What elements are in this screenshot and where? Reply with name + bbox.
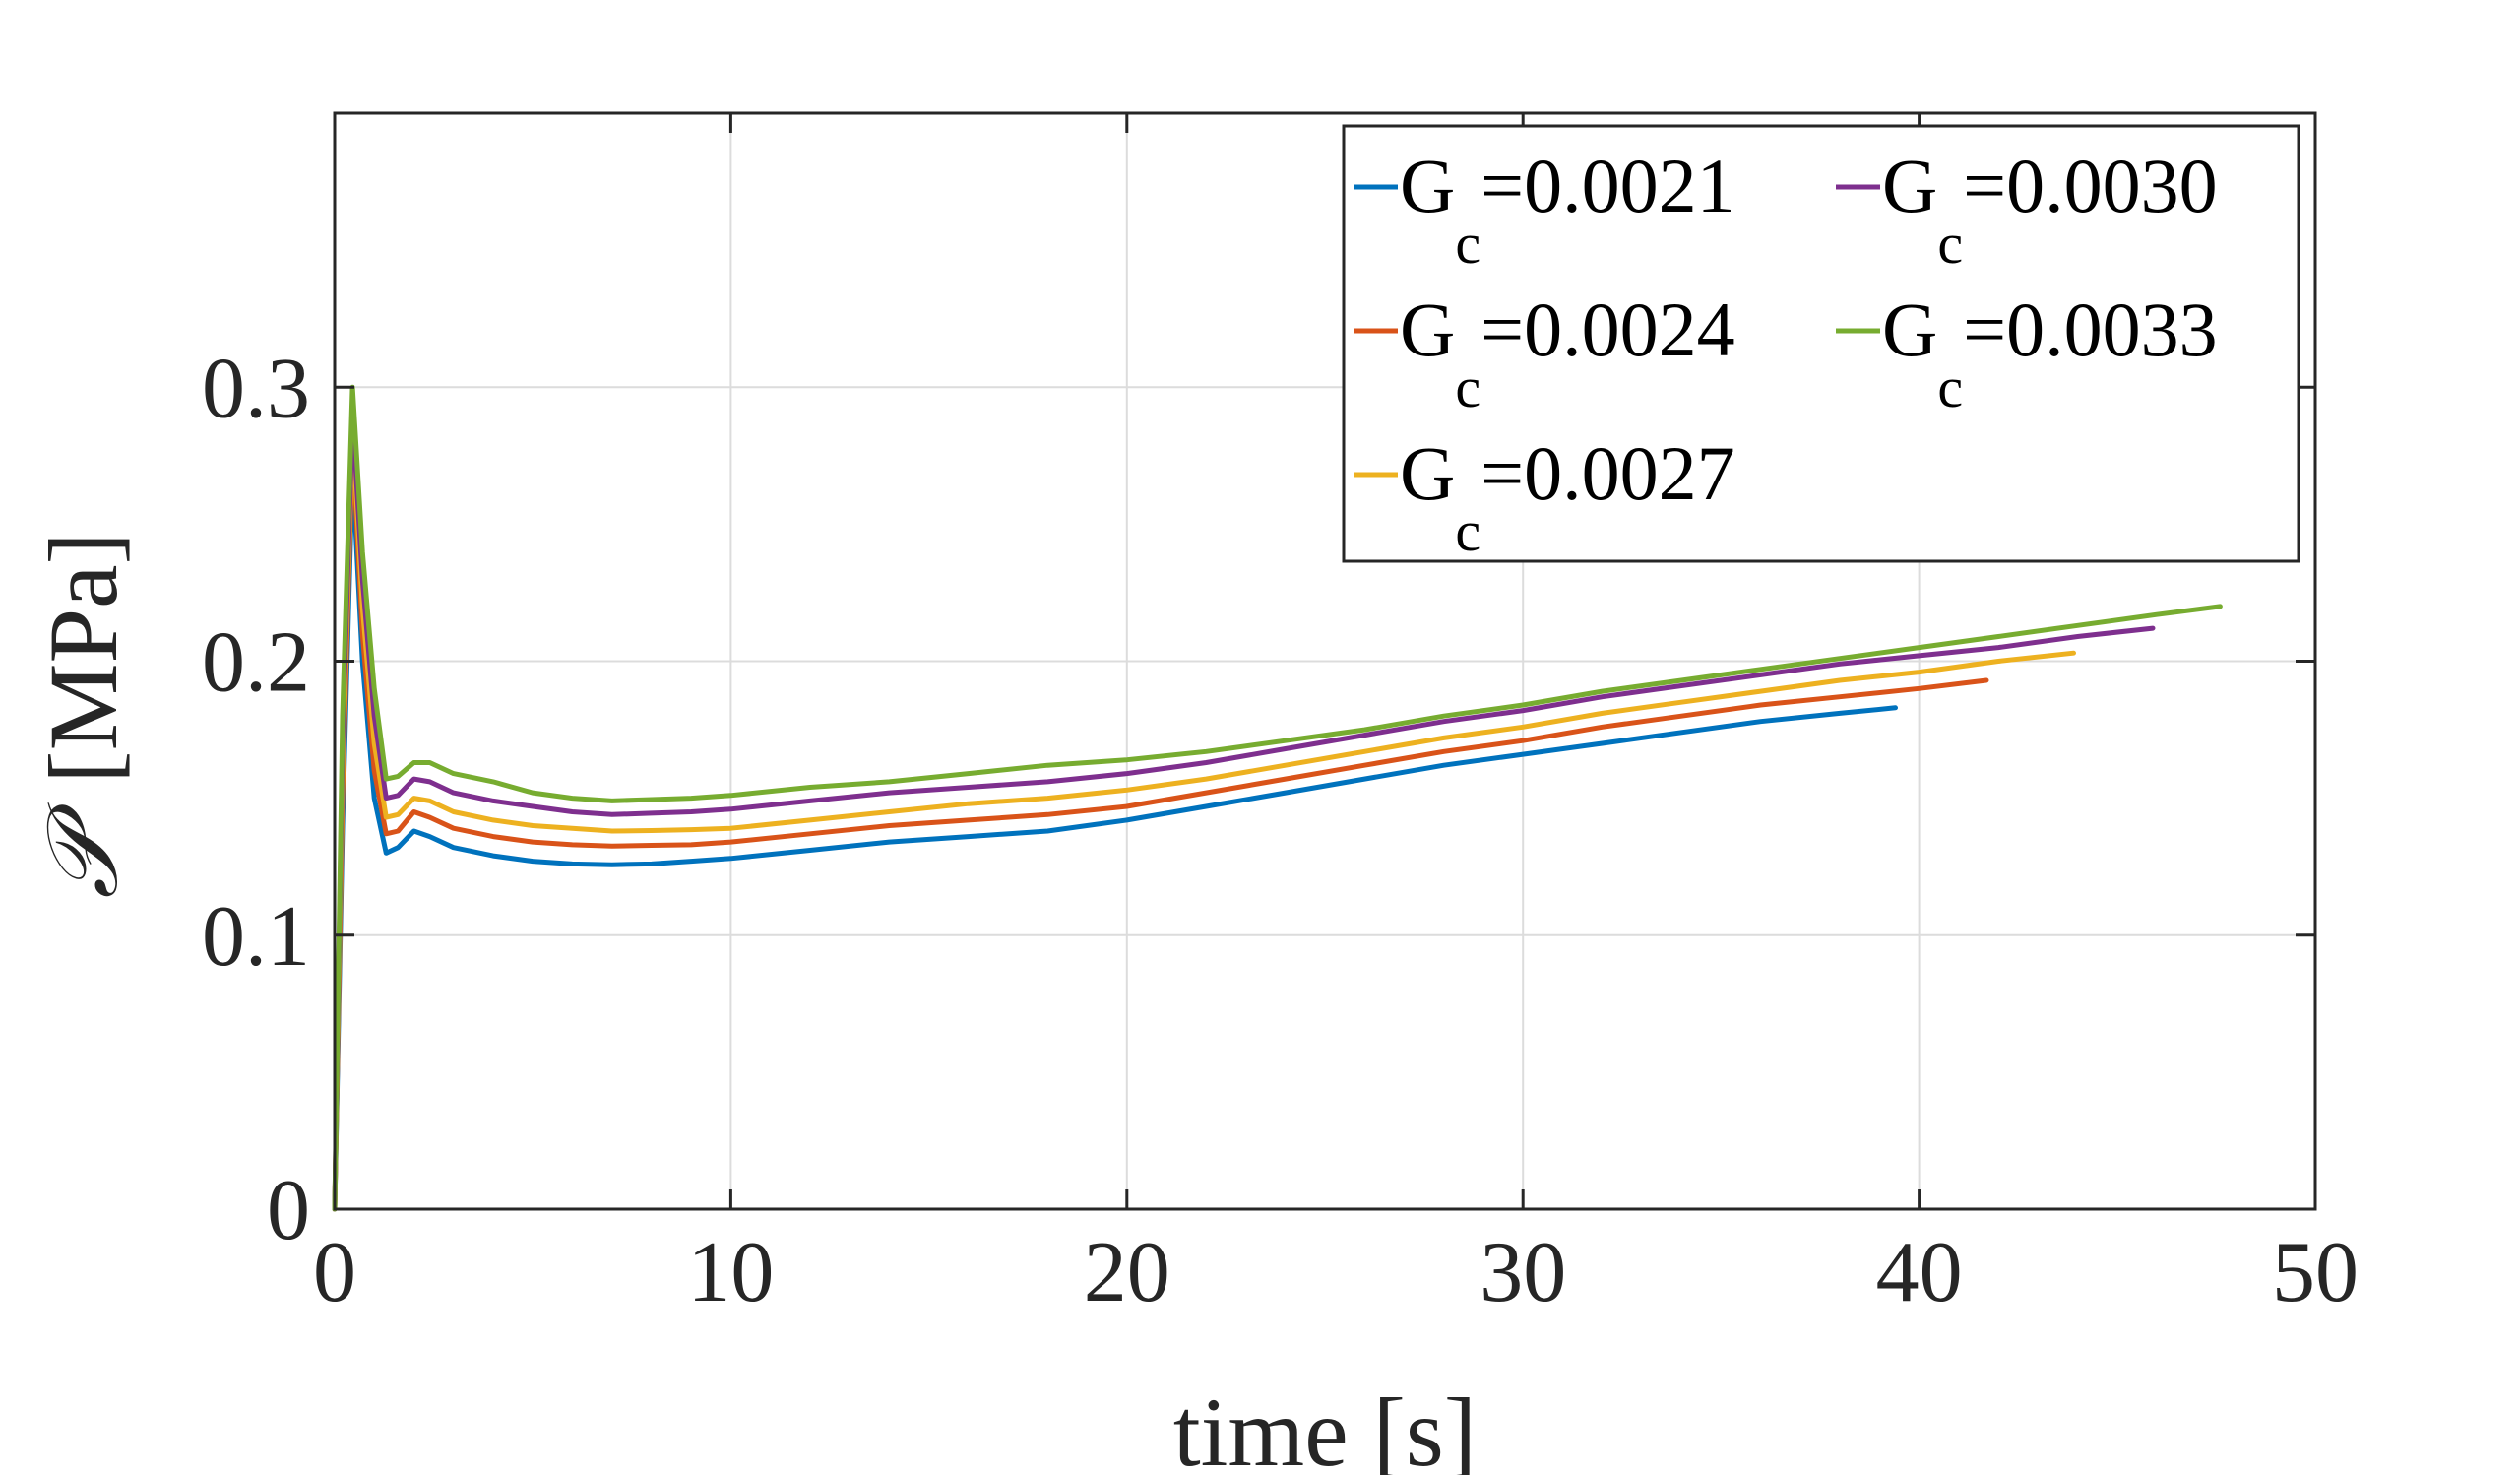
x-tick-label: 30: [1480, 1225, 1566, 1320]
y-axis-unit: [MPa]: [29, 532, 138, 784]
series-line-3: [332, 425, 2076, 1212]
y-axis-symbol: 𝒫: [29, 802, 138, 899]
y-tick-label: 0.2: [202, 615, 310, 711]
x-tick-label: 0: [313, 1225, 356, 1320]
series-line-2: [332, 439, 1989, 1212]
x-tick-label: 50: [2272, 1225, 2359, 1320]
x-tick-labels: 0 10 20 30 40 50: [313, 1225, 2359, 1320]
legend-label-1: Gc=0.0021: [1400, 143, 1735, 276]
legend-label-3: Gc=0.0027: [1400, 430, 1735, 563]
x-tick-label: 40: [1876, 1225, 1963, 1320]
series-line-1: [332, 467, 1898, 1212]
series-line-5: [332, 384, 2223, 1212]
x-axis-label: time [s]: [1173, 1378, 1477, 1475]
y-tick-label: 0.3: [202, 341, 310, 436]
series-line-4: [332, 412, 2156, 1212]
series-lines: [332, 384, 2223, 1212]
y-tick-labels: 0 0.1 0.2 0.3: [202, 341, 310, 1258]
y-tick-label: 0: [267, 1163, 310, 1258]
y-tick-label: 0.1: [202, 889, 310, 985]
legend-box: [1342, 124, 2300, 563]
x-tick-label: 20: [1084, 1225, 1170, 1320]
y-axis-label: 𝒫 [MPa]: [29, 532, 138, 899]
x-tick-label: 10: [687, 1225, 774, 1320]
legend-label-5: Gc=0.0033: [1882, 287, 2218, 419]
legend-label-2: Gc=0.0024: [1400, 287, 1735, 419]
legend-label-4: Gc=0.0030: [1882, 143, 2218, 276]
